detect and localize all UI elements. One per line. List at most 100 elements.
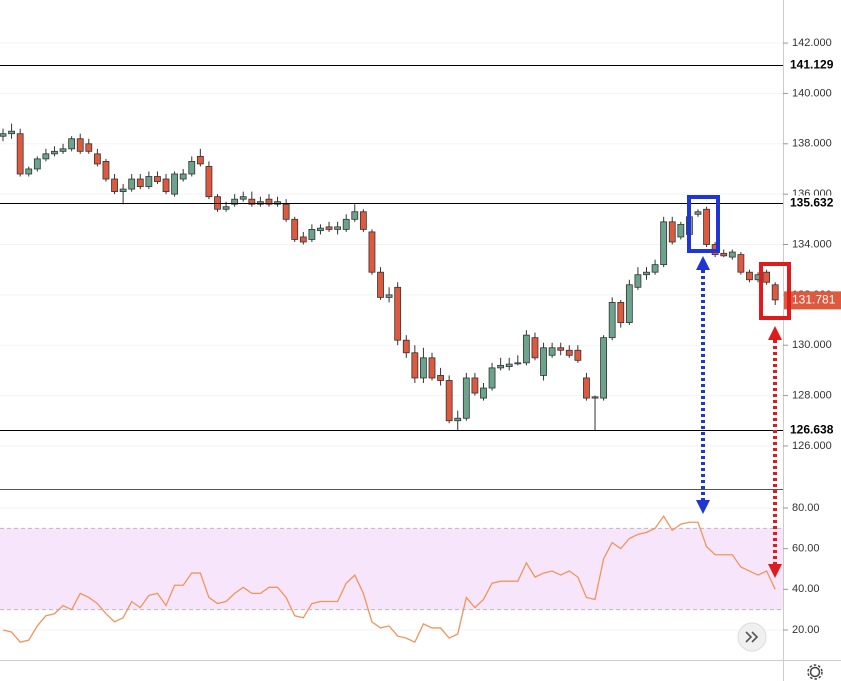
candle-body <box>274 201 281 205</box>
candle-body <box>42 153 50 160</box>
candle-body <box>411 352 419 379</box>
candle-body <box>68 138 76 150</box>
candle-body <box>171 173 179 195</box>
candle-body <box>634 274 642 288</box>
candle-body <box>16 133 24 175</box>
candle-body <box>351 211 359 220</box>
candle-body <box>102 161 110 180</box>
level-label-box <box>784 57 841 74</box>
candle-body <box>265 198 273 205</box>
candle-body <box>583 377 590 399</box>
candle-body <box>668 221 676 243</box>
candle-body <box>256 201 264 205</box>
candle-body <box>462 377 470 419</box>
candle-body <box>514 362 522 365</box>
level-label: 135.632 <box>790 196 834 210</box>
candle-body <box>188 161 196 175</box>
candle-body <box>222 206 230 210</box>
candle-body <box>600 337 607 399</box>
y-tick-label: 140.000 <box>792 87 832 99</box>
arrow-head <box>696 256 710 270</box>
candle-body <box>608 302 616 339</box>
candle-body <box>162 178 170 193</box>
candle-body <box>93 153 101 165</box>
candle-body <box>8 130 15 135</box>
candle-body <box>728 251 736 258</box>
arrow-head <box>768 326 782 340</box>
candle-body <box>231 198 239 205</box>
candle-body <box>342 218 350 230</box>
scroll-button[interactable] <box>737 622 767 652</box>
candle-body <box>76 138 84 152</box>
candle-body <box>703 208 710 245</box>
candle-body <box>394 286 402 341</box>
candle-body <box>33 158 41 170</box>
candle-body <box>437 375 444 381</box>
candle-body <box>694 211 702 215</box>
candle-body <box>317 227 324 232</box>
candle-body <box>677 223 685 238</box>
candle-body <box>471 377 479 394</box>
candle-body <box>651 264 659 273</box>
candle-body <box>179 173 187 180</box>
candle-body <box>402 339 410 354</box>
candle-body <box>720 252 728 257</box>
y-tick-label: 134.000 <box>792 238 832 250</box>
highlight-box <box>687 195 720 253</box>
last-price-box <box>784 291 841 310</box>
candle-body <box>145 176 153 187</box>
y-tick-label: 138.000 <box>792 138 832 150</box>
y-tick-label: 128.000 <box>792 389 832 401</box>
level-label: 141.129 <box>790 58 834 72</box>
candle-body <box>428 357 436 379</box>
candle-body <box>136 178 144 187</box>
candle-body <box>368 231 376 273</box>
candle-body <box>591 396 599 399</box>
candle-body <box>522 334 530 364</box>
candle-body <box>154 176 161 182</box>
candle-body <box>531 337 539 359</box>
candle-body <box>625 284 633 323</box>
arrow-head <box>696 500 710 514</box>
rsi-line <box>2 514 776 644</box>
y-tick-label: 40.00 <box>792 583 820 595</box>
y-tick-label: 80.00 <box>792 502 820 514</box>
candle-body <box>308 228 316 240</box>
y-tick-label: 130.000 <box>792 339 832 351</box>
candle-body <box>282 203 290 220</box>
candle-body <box>119 188 127 193</box>
candle-body <box>497 364 505 369</box>
candle-body <box>746 271 753 281</box>
candle-body <box>565 349 573 356</box>
axes: 142.000140.000138.000136.000134.000132.0… <box>783 37 841 636</box>
candle-body <box>51 150 58 155</box>
candle-body <box>548 347 556 356</box>
candle-body <box>111 178 118 193</box>
candle-body <box>334 226 342 230</box>
candle-body <box>239 196 247 200</box>
candle-body <box>643 271 650 276</box>
candle-body <box>420 357 427 379</box>
candle-body <box>291 218 299 240</box>
candle-body <box>480 387 487 399</box>
candle-body <box>763 271 771 283</box>
arrow-head <box>768 564 782 578</box>
candle-body <box>248 198 256 205</box>
y-tick-label: 142.000 <box>792 37 832 49</box>
last-price-label: 131.781 <box>792 293 836 307</box>
y-tick-label: 60.00 <box>792 543 820 555</box>
candle-body <box>214 196 221 210</box>
candle-body <box>196 155 204 165</box>
candle-body <box>205 166 213 198</box>
candle-body <box>505 363 513 368</box>
y-tick-label: 126.000 <box>792 440 832 452</box>
candle-body <box>0 133 7 137</box>
candle-body <box>574 349 582 361</box>
settings-icon[interactable] <box>807 664 823 680</box>
candle-body <box>540 347 547 376</box>
candle-body <box>454 417 462 422</box>
candle-body <box>128 178 136 190</box>
candle-body <box>737 254 745 273</box>
